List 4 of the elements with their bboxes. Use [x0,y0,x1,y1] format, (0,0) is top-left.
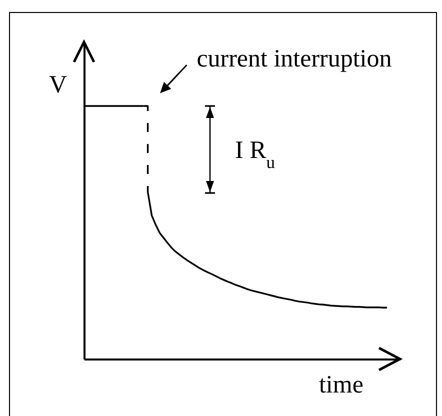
y-axis-title: V [48,72,68,98]
annotation: I R$_{u}$ [235,137,276,172]
x-axis-title: time [318,372,364,398]
text: current interruption [196,46,392,73]
